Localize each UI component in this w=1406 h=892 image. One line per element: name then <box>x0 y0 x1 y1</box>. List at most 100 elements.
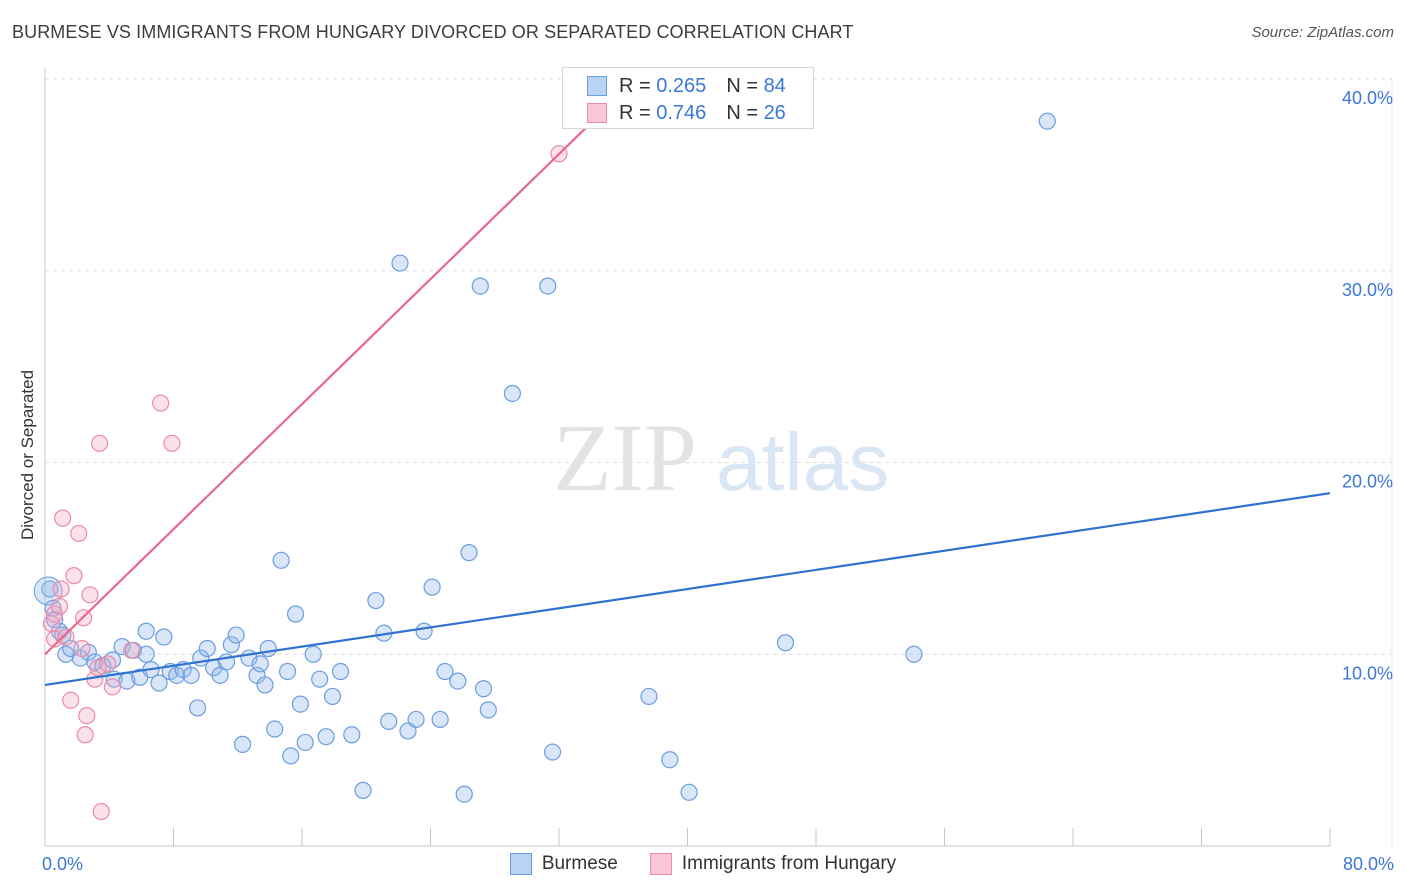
point <box>343 726 361 744</box>
point <box>905 645 923 663</box>
point <box>137 622 155 640</box>
legend-item-burmese[interactable]: Burmese <box>509 853 618 875</box>
legend-r-value: 0.265 <box>656 74 707 97</box>
legend-row-hungary: R = 0.746 N = 26 <box>587 100 786 126</box>
tick-labels: 10.0% 20.0% 30.0% 40.0% 0.0% 80.0% <box>42 88 1394 874</box>
trend-line-1 <box>44 78 637 656</box>
point <box>92 802 110 821</box>
point <box>407 710 425 729</box>
point <box>776 634 795 652</box>
point <box>282 747 300 765</box>
point <box>680 783 698 801</box>
point <box>155 628 173 646</box>
point <box>233 735 252 753</box>
point <box>367 591 385 610</box>
point <box>415 622 433 640</box>
point <box>423 578 441 596</box>
point <box>99 655 117 673</box>
point <box>163 434 181 452</box>
point <box>380 712 398 730</box>
series-burmese-points <box>33 112 1056 803</box>
point <box>436 662 454 681</box>
point <box>89 659 107 677</box>
stats-legend: R = 0.265 N = 84 R = 0.746 N = 26 <box>562 67 814 129</box>
point <box>251 655 269 673</box>
legend-n-value: 84 <box>763 74 786 97</box>
legend-swatch-burmese <box>509 853 532 875</box>
chart-title: BURMESE VS IMMIGRANTS FROM HUNGARY DIVOR… <box>12 22 854 42</box>
point <box>286 605 305 623</box>
point <box>391 254 409 272</box>
legend-swatch-burmese <box>587 76 607 96</box>
point <box>50 597 69 615</box>
trend-line-0 <box>44 492 1331 687</box>
point <box>62 691 80 709</box>
point <box>311 670 329 688</box>
point <box>91 434 109 452</box>
point <box>150 674 168 692</box>
point <box>137 645 155 663</box>
legend-swatch-hungary <box>587 103 607 123</box>
point <box>479 701 497 719</box>
point <box>296 733 314 752</box>
point <box>227 626 245 644</box>
point <box>471 277 489 295</box>
point <box>54 509 72 527</box>
point <box>70 524 88 543</box>
point <box>503 384 522 403</box>
point <box>113 637 131 656</box>
point <box>455 785 473 803</box>
y-tick-label: 20.0% <box>1342 472 1393 492</box>
point <box>640 687 658 706</box>
point <box>272 551 290 569</box>
trend-lines <box>44 78 1331 687</box>
point <box>182 666 200 684</box>
point <box>331 662 350 681</box>
legend-label-burmese: Burmese <box>541 853 618 874</box>
point <box>1038 112 1056 130</box>
point <box>81 586 99 604</box>
legend-item-hungary[interactable]: Immigrants from Hungary <box>649 853 897 875</box>
point <box>474 680 493 698</box>
legend-swatch-hungary <box>649 853 672 875</box>
legend-r-value: 0.746 <box>656 101 707 124</box>
point <box>259 639 277 658</box>
series-hungary-points <box>42 74 615 821</box>
legend-label-hungary: Immigrants from Hungary <box>681 853 897 874</box>
series-legend: Burmese Immigrants from Hungary <box>0 852 1406 876</box>
legend-n-value: 26 <box>763 101 786 124</box>
point <box>73 639 91 658</box>
y-tick-label: 10.0% <box>1342 663 1393 683</box>
point <box>76 726 94 744</box>
legend-row-burmese: R = 0.265 N = 84 <box>587 73 786 99</box>
point <box>539 277 557 295</box>
point <box>188 699 207 717</box>
point <box>323 687 342 706</box>
point <box>431 710 449 729</box>
point <box>291 695 309 713</box>
point <box>198 639 216 658</box>
legend-r-label: R = <box>619 101 651 124</box>
point <box>317 728 335 746</box>
source-label: Source: ZipAtlas.com <box>1251 24 1394 41</box>
watermark-zip: ZIP <box>553 404 697 511</box>
point <box>52 580 70 598</box>
point <box>278 662 297 681</box>
legend-n-label: N = <box>726 101 758 124</box>
point <box>304 645 322 663</box>
point <box>168 666 186 684</box>
watermark: ZIP atlas <box>553 404 889 511</box>
axes <box>44 68 1393 847</box>
y-tick-label: 40.0% <box>1342 88 1393 108</box>
point <box>65 567 83 585</box>
point <box>57 628 75 646</box>
point <box>354 781 372 799</box>
point <box>266 720 284 738</box>
watermark-atlas: atlas <box>716 417 889 508</box>
point <box>449 672 467 690</box>
point <box>460 544 478 562</box>
legend-r-label: R = <box>619 74 651 97</box>
y-tick-label: 30.0% <box>1342 280 1393 300</box>
point <box>661 751 679 769</box>
